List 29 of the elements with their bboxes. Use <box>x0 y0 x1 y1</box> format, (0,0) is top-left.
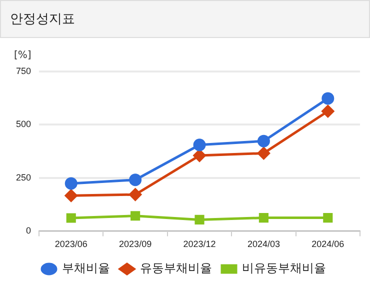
y-tick-label: 750 <box>16 66 32 76</box>
point <box>129 188 142 201</box>
chart-title: 안정성지표 <box>10 11 75 28</box>
point <box>258 212 268 223</box>
point <box>322 104 334 118</box>
point <box>64 189 78 202</box>
y-tick-label: 250 <box>16 172 32 182</box>
legend-label: 부채비율 <box>62 261 110 276</box>
point <box>129 174 142 186</box>
point <box>322 92 334 105</box>
point <box>257 134 270 148</box>
x-tick-label: 2023/12 <box>183 239 216 250</box>
point <box>130 211 140 221</box>
point <box>193 149 206 162</box>
point <box>194 214 204 224</box>
point <box>323 212 333 223</box>
x-tick-label: 2023/09 <box>119 239 152 250</box>
legend-label: 유동부채비율 <box>140 261 212 276</box>
x-tick-label: 2024/03 <box>247 239 280 250</box>
point <box>64 177 78 190</box>
y-axis-title: [%] <box>14 50 32 61</box>
y-tick-label: 0 <box>26 226 32 236</box>
x-tick-label: 2024/06 <box>312 239 344 250</box>
legend-label: 비유동부채비율 <box>242 261 326 276</box>
point <box>66 213 76 223</box>
x-tick-label: 2023/06 <box>54 239 88 250</box>
y-tick-label: 500 <box>16 119 32 130</box>
point <box>193 138 206 152</box>
point <box>257 146 270 160</box>
